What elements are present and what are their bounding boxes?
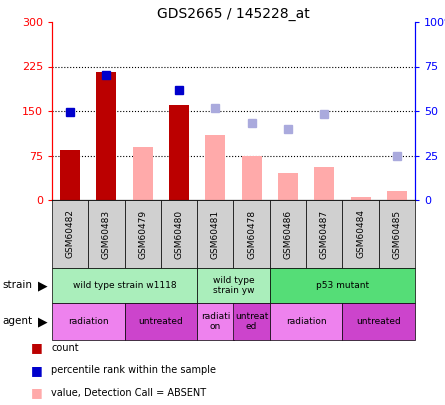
Text: GSM60483: GSM60483 — [102, 209, 111, 258]
Bar — [169, 105, 189, 200]
Text: radiation: radiation — [286, 317, 327, 326]
Text: count: count — [51, 343, 79, 353]
Text: ▶: ▶ — [38, 315, 48, 328]
Text: GSM60487: GSM60487 — [320, 209, 329, 258]
Text: GSM60478: GSM60478 — [247, 209, 256, 258]
Title: GDS2665 / 145228_at: GDS2665 / 145228_at — [157, 7, 310, 21]
Bar — [206, 135, 225, 200]
Bar — [387, 191, 407, 200]
Text: value, Detection Call = ABSENT: value, Detection Call = ABSENT — [51, 388, 206, 398]
Text: radiati
on: radiati on — [201, 312, 230, 331]
Text: p53 mutant: p53 mutant — [316, 281, 369, 290]
Text: percentile rank within the sample: percentile rank within the sample — [51, 365, 216, 375]
Text: radiation: radiation — [68, 317, 109, 326]
Bar — [97, 72, 117, 200]
Text: agent: agent — [2, 316, 32, 326]
Text: GSM60482: GSM60482 — [66, 209, 75, 258]
Text: ■: ■ — [31, 386, 43, 399]
Text: ■: ■ — [31, 364, 43, 377]
Text: wild type
strain yw: wild type strain yw — [213, 276, 254, 295]
Text: wild type strain w1118: wild type strain w1118 — [73, 281, 176, 290]
Text: ■: ■ — [31, 341, 43, 354]
Text: GSM60486: GSM60486 — [283, 209, 292, 258]
Text: GSM60484: GSM60484 — [356, 209, 365, 258]
Bar — [314, 167, 334, 200]
Text: GSM60481: GSM60481 — [211, 209, 220, 258]
Text: GSM60479: GSM60479 — [138, 209, 147, 258]
Text: GSM60480: GSM60480 — [174, 209, 183, 258]
Text: GSM60485: GSM60485 — [392, 209, 401, 258]
Bar — [278, 173, 298, 200]
Text: untreated: untreated — [138, 317, 183, 326]
Text: ▶: ▶ — [38, 279, 48, 292]
Bar — [351, 197, 371, 200]
Text: strain: strain — [2, 281, 32, 290]
Bar — [60, 149, 80, 200]
Text: untreat
ed: untreat ed — [235, 312, 268, 331]
Text: untreated: untreated — [356, 317, 401, 326]
Bar — [133, 147, 153, 200]
Bar — [242, 156, 262, 200]
